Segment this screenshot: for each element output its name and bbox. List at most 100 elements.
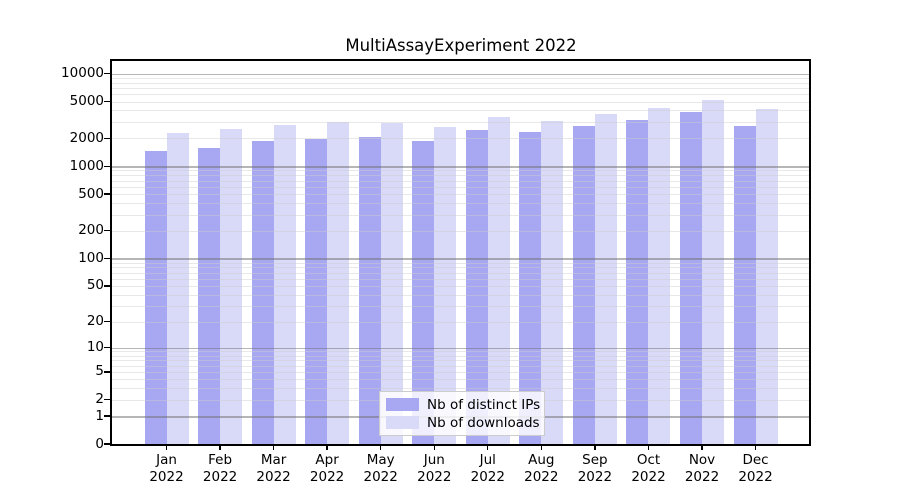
gridline-minor	[112, 170, 809, 172]
gridline-minor	[112, 87, 809, 89]
legend-label-downloads: Nb of downloads	[427, 414, 540, 431]
y-tick-label-50: 50	[86, 277, 104, 294]
y-tick-mark	[104, 72, 111, 75]
gridline-minor	[112, 365, 809, 367]
gridline-minor	[112, 138, 809, 140]
y-tick-label-200: 200	[78, 222, 104, 239]
bar-distinct-ips-nov	[680, 112, 702, 444]
y-tick-mark	[104, 285, 111, 287]
x-tick-mark	[540, 444, 542, 450]
x-tick-label-jan: Jan 2022	[149, 452, 184, 485]
y-tick-label-2: 2	[95, 391, 104, 408]
gridline-minor	[112, 355, 809, 357]
gridline-minor	[112, 94, 809, 96]
gridline-minor	[112, 278, 809, 280]
x-tick-mark	[219, 444, 221, 450]
legend-item-downloads: Nb of downloads	[386, 414, 540, 431]
bar-downloads-oct	[648, 107, 671, 444]
gridline-major	[112, 73, 809, 76]
x-tick-label-nov: Nov 2022	[684, 452, 720, 485]
x-tick-mark	[594, 444, 596, 450]
x-tick-label-may: May 2022	[363, 452, 398, 485]
bar-downloads-jun	[434, 127, 457, 444]
gridline-minor	[112, 122, 809, 123]
gridline-minor	[112, 379, 809, 381]
bar-distinct-ips-mar	[251, 140, 274, 444]
gridline-minor	[112, 186, 809, 188]
gridline-minor	[112, 101, 809, 103]
y-tick-mark	[104, 320, 111, 323]
y-tick-mark	[104, 415, 111, 417]
y-tick-label-0: 0	[95, 435, 104, 452]
gridline-minor	[112, 371, 809, 373]
y-tick-label-20: 20	[86, 313, 104, 330]
bar-distinct-ips-oct	[626, 120, 649, 444]
y-tick-mark	[104, 346, 111, 349]
chart-title: MultiAssayExperiment 2022	[345, 36, 577, 55]
bar-downloads-may	[380, 123, 403, 444]
gridline-minor	[112, 175, 809, 177]
bar-distinct-ips-jun	[412, 140, 435, 444]
bar-distinct-ips-jul	[465, 130, 488, 444]
gridline-minor	[112, 82, 809, 84]
bar-distinct-ips-dec	[733, 125, 756, 444]
y-tick-mark	[104, 100, 111, 103]
x-tick-label-jul: Jul 2022	[470, 452, 505, 485]
gridline-minor	[112, 180, 809, 182]
y-tick-label-500: 500	[78, 185, 104, 202]
gridline-minor	[112, 267, 809, 269]
gridline-minor	[112, 285, 809, 287]
gridline-minor	[112, 305, 809, 307]
legend-swatch-distinct-ips	[386, 398, 419, 411]
gridline-minor	[112, 351, 809, 353]
y-tick-label-2000: 2000	[69, 129, 104, 146]
y-tick-mark	[104, 257, 111, 260]
x-tick-mark	[326, 444, 328, 450]
y-tick-mark	[104, 399, 111, 401]
y-tick-mark	[104, 371, 111, 373]
bar-distinct-ips-jan	[144, 150, 167, 444]
x-tick-mark	[701, 444, 703, 450]
x-tick-mark	[272, 444, 275, 450]
bar-downloads-jul	[487, 116, 510, 444]
y-tick-mark	[104, 443, 111, 445]
x-tick-label-dec: Dec 2022	[738, 452, 773, 485]
legend-label-distinct-ips: Nb of distinct IPs	[427, 396, 541, 413]
y-tick-label-1: 1	[95, 407, 104, 424]
plot-area	[112, 61, 809, 444]
gridline-minor	[112, 202, 809, 204]
gridline-minor	[112, 230, 809, 232]
x-tick-label-aug: Aug 2022	[524, 452, 559, 485]
y-tick-mark	[104, 193, 111, 195]
bar-downloads-jan	[166, 133, 189, 444]
y-tick-label-10000: 10000	[61, 65, 104, 82]
bar-downloads-aug	[541, 121, 564, 444]
bar-downloads-feb	[220, 129, 243, 444]
bar-distinct-ips-feb	[198, 148, 221, 444]
legend: Nb of distinct IPs Nb of downloads	[379, 391, 545, 436]
x-tick-mark	[380, 444, 382, 450]
legend-item-distinct-ips: Nb of distinct IPs	[386, 396, 541, 413]
x-tick-label-oct: Oct 2022	[631, 452, 666, 485]
bar-downloads-sep	[594, 113, 617, 444]
y-tick-mark	[104, 165, 111, 167]
bar-distinct-ips-aug	[519, 132, 542, 444]
gridline-minor	[112, 77, 809, 79]
y-tick-label-1000: 1000	[69, 157, 104, 174]
gridline-minor	[112, 321, 809, 323]
x-tick-label-jun: Jun 2022	[417, 452, 452, 485]
bar-distinct-ips-apr	[305, 138, 328, 444]
gridline-minor	[112, 194, 809, 195]
gridline-minor	[112, 272, 809, 274]
bar-downloads-dec	[755, 109, 778, 444]
gridline-minor	[112, 262, 809, 264]
gridline-minor	[112, 110, 809, 112]
bar-downloads-mar	[273, 124, 296, 444]
gridline-minor	[112, 360, 809, 362]
y-tick-mark	[104, 230, 111, 232]
gridline-minor	[112, 294, 809, 296]
bar-distinct-ips-may	[358, 136, 381, 444]
y-tick-label-5: 5	[95, 363, 104, 380]
gridline-major	[112, 166, 809, 168]
